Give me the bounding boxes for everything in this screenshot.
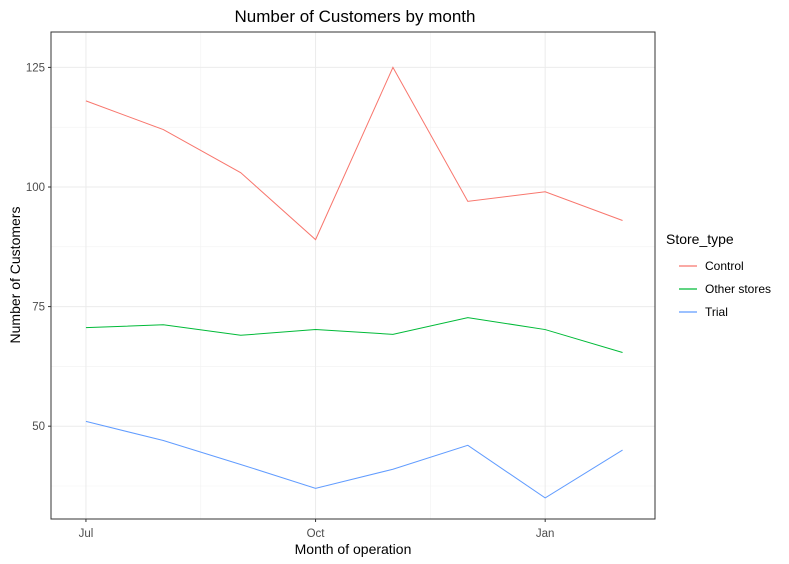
y-tick-label: 75 [32,302,45,314]
x-tick-label: Jan [536,528,555,540]
chart-title: Number of Customers by month [235,7,476,26]
x-tick-label: Jul [79,528,94,540]
legend: Store_type Control Other stores Trial [666,231,771,319]
legend-title: Store_type [666,231,734,247]
legend-label-trial: Trial [705,305,728,319]
legend-label-control: Control [705,259,744,273]
x-tick-label: Oct [307,528,326,540]
series-lines [85,66,623,499]
panel-background [51,32,655,519]
y-tick-label: 125 [26,62,45,74]
y-tick-label: 100 [26,182,45,194]
y-tick-label: 50 [32,421,45,433]
panel-border [50,31,656,520]
grid [51,32,655,519]
series-line-trial [85,420,623,499]
y-axis-title: Number of Customers [7,207,23,344]
axis-ticks: 50 75 100 125 Jul Oct Jan [26,62,555,540]
series-line-control [85,66,623,241]
series-line-other-stores [85,317,623,353]
x-axis-title: Month of operation [295,541,412,557]
legend-label-other-stores: Other stores [705,282,771,296]
